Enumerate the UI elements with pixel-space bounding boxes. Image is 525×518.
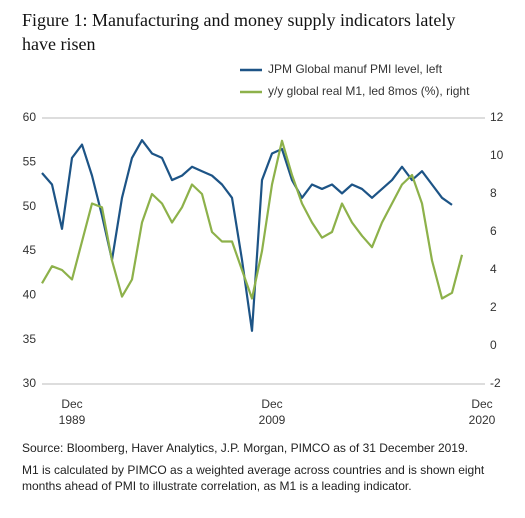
chart: 30 35 40 45 50 55 60 -2 0 2 4 6 8 10 12 Dec 1989 Dec 2009 D… <box>23 62 504 427</box>
legend-label: JPM Global manuf PMI level, left <box>268 62 443 76</box>
y2-tick-label: 8 <box>490 186 497 200</box>
y-tick-label: 55 <box>23 155 37 169</box>
legend-label: y/y global real M1, led 8mos (%), right <box>268 84 470 98</box>
chart-title: Figure 1: Manufacturing and money supply… <box>22 10 456 54</box>
y2-tick-label: 12 <box>490 110 504 124</box>
note: M1 is calculated by PIMCO as a weighted … <box>22 463 485 493</box>
y2-tick-label: 4 <box>490 262 497 276</box>
x-tick-label: Dec 2020 <box>469 397 496 427</box>
source: Source: Bloomberg, Haver Analytics, J.P.… <box>22 441 468 455</box>
y-tick-label: 45 <box>23 243 37 257</box>
series-line <box>41 139 464 300</box>
y-tick-label: 50 <box>23 199 37 213</box>
y-tick-label: 35 <box>23 332 37 346</box>
y-tick-label: 60 <box>23 110 37 124</box>
y2-tick-label: 0 <box>490 338 497 352</box>
x-tick-label: Dec 1989 <box>59 397 86 427</box>
y2-tick-label: -2 <box>490 376 501 390</box>
x-tick-label: Dec 2009 <box>259 397 286 427</box>
y2-tick-label: 6 <box>490 224 497 238</box>
y-tick-label: 40 <box>23 288 37 302</box>
y2-tick-label: 2 <box>490 300 497 314</box>
series-line <box>41 139 453 332</box>
y2-tick-label: 10 <box>490 148 504 162</box>
y-tick-label: 30 <box>23 376 37 390</box>
